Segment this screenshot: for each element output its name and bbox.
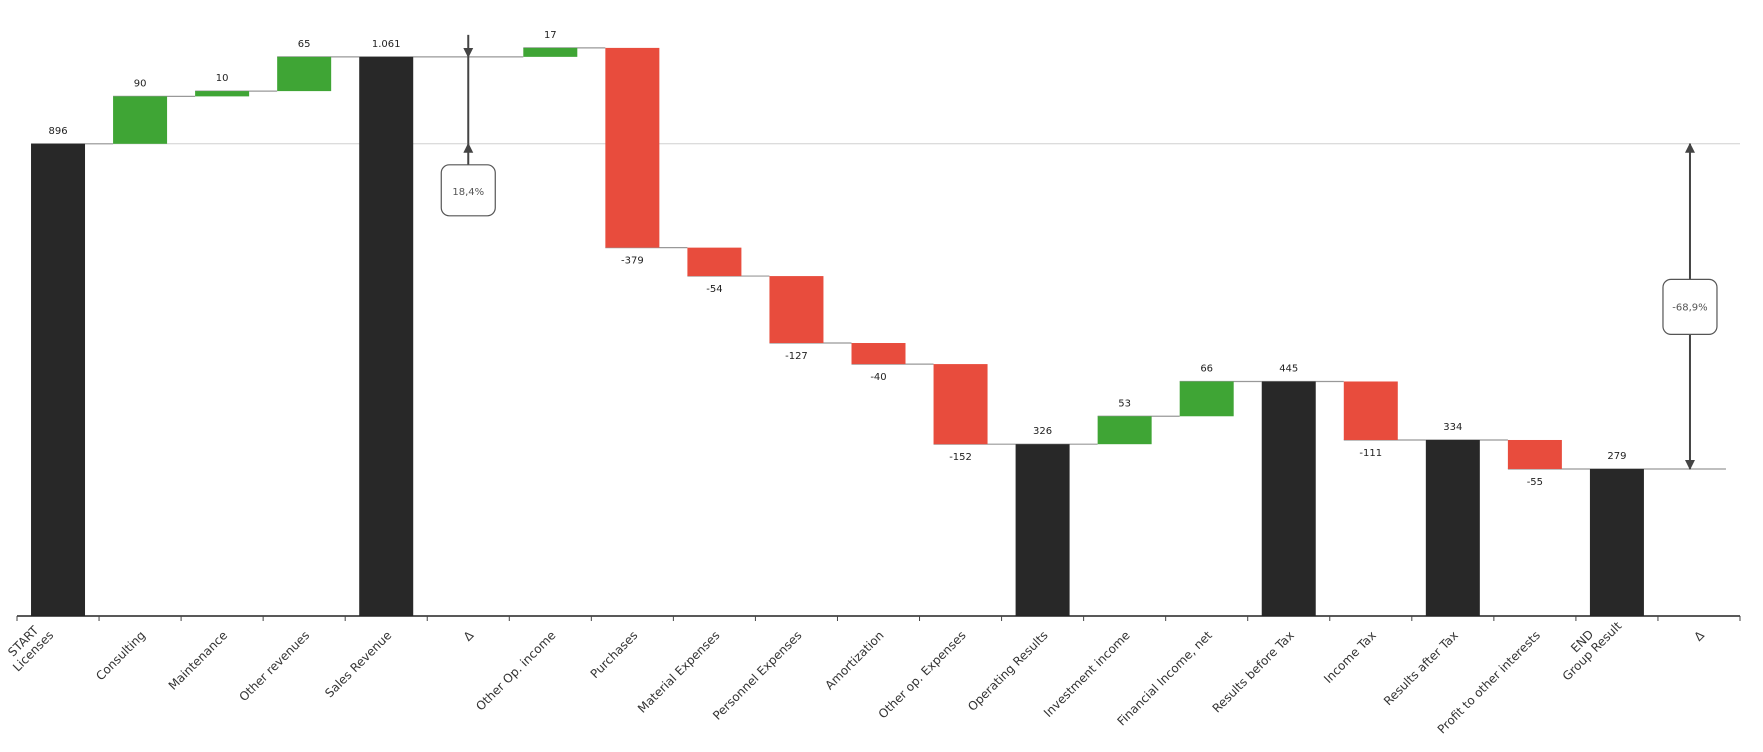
x-tick-label: Income Tax [1321,628,1379,686]
x-tick-label: Personnel Expenses [710,628,804,722]
data-label: -379 [621,256,644,267]
increase-bar [523,47,578,57]
data-label: 896 [48,126,67,137]
x-tick-label-line: Operating Results [965,628,1051,714]
decrease-bar [687,247,742,277]
data-label: 334 [1443,422,1462,433]
data-label: 1.061 [372,39,401,50]
data-label: 90 [134,78,147,89]
x-tick-label: Financial Income, net [1115,628,1216,729]
data-label: -55 [1527,477,1543,488]
increase-bar [1097,416,1152,445]
x-tick-label: Results before Tax [1210,628,1297,715]
delta-badge-label: -68,9% [1672,302,1707,313]
x-tick-label: Consulting [93,628,148,683]
x-tick-label-line: Financial Income, net [1115,628,1216,729]
x-tick-label: Other op. Expenses [876,628,969,721]
data-label: 279 [1607,451,1626,462]
increase-bar [113,96,168,144]
total-bar [1425,439,1480,616]
decrease-bar [851,343,906,365]
x-tick-label: Δ [461,628,477,644]
data-label: 17 [544,30,557,41]
delta-badge-label: 18,4% [452,187,484,198]
delta-badge [440,164,496,217]
x-tick-label-line: Personnel Expenses [710,628,804,722]
total-bar [359,56,414,616]
x-tick-label: Amortization [822,628,886,692]
data-label: 66 [1200,363,1213,374]
decrease-bar [933,364,988,445]
data-label: 326 [1033,426,1052,437]
x-tick-label-line: Group Result [1560,619,1625,684]
data-label: -111 [1359,448,1382,459]
x-tick-label: Sales Revenue [322,628,394,700]
x-tick-label-line: Investment income [1041,628,1133,720]
total-bar [1015,444,1070,616]
x-tick-label: Other revenues [236,628,312,704]
x-tick-label-line: Material Expenses [635,628,723,716]
decrease-bar [1507,439,1562,469]
x-tick-label: STARTLicenses [0,618,56,674]
decrease-bar [605,47,660,248]
x-tick-label-line: Maintenance [166,628,231,693]
x-tick-label: Purchases [588,628,641,681]
x-tick-label: Maintenance [166,628,231,693]
data-label: -54 [706,284,722,295]
decrease-bar [1343,381,1398,440]
x-tick-label: Investment income [1041,628,1133,720]
x-tick-label: ENDGroup Result [1550,609,1625,684]
x-tick-label: Δ [1691,628,1707,644]
increase-bar [277,56,332,92]
x-tick-label: Material Expenses [635,628,723,716]
x-tick-label-line: Income Tax [1321,628,1379,686]
x-tick-label-line: Amortization [822,628,886,692]
data-label: 445 [1279,363,1298,374]
x-tick-label-line: Δ [461,628,477,644]
x-tick-label-line: Consulting [93,628,148,683]
data-label: -152 [949,452,972,463]
data-label: 53 [1118,398,1131,409]
x-tick-label: Other Op. income [473,628,558,713]
x-tick-label: Operating Results [965,628,1051,714]
data-label: -40 [870,372,886,383]
x-tick-label-line: Other op. Expenses [876,628,969,721]
increase-bar [195,91,250,97]
x-tick-label-line: Purchases [588,628,641,681]
total-bar [1261,381,1316,616]
x-tick-label-line: Results before Tax [1210,628,1297,715]
data-label: 10 [216,73,229,84]
total-bar [1589,468,1644,616]
x-tick-label-line: Results after Tax [1381,628,1461,708]
data-label: 65 [298,39,311,50]
x-tick-label: Results after Tax [1381,628,1461,708]
total-bar [31,143,86,617]
decrease-bar [769,276,824,344]
delta-badge [1662,278,1718,335]
x-tick-label-line: Δ [1691,628,1707,644]
x-tick-label-line: Other revenues [236,628,312,704]
increase-bar [1179,381,1234,417]
x-tick-label-line: Other Op. income [473,628,558,713]
data-label: -127 [785,351,808,362]
x-tick-label-line: Sales Revenue [322,628,394,700]
